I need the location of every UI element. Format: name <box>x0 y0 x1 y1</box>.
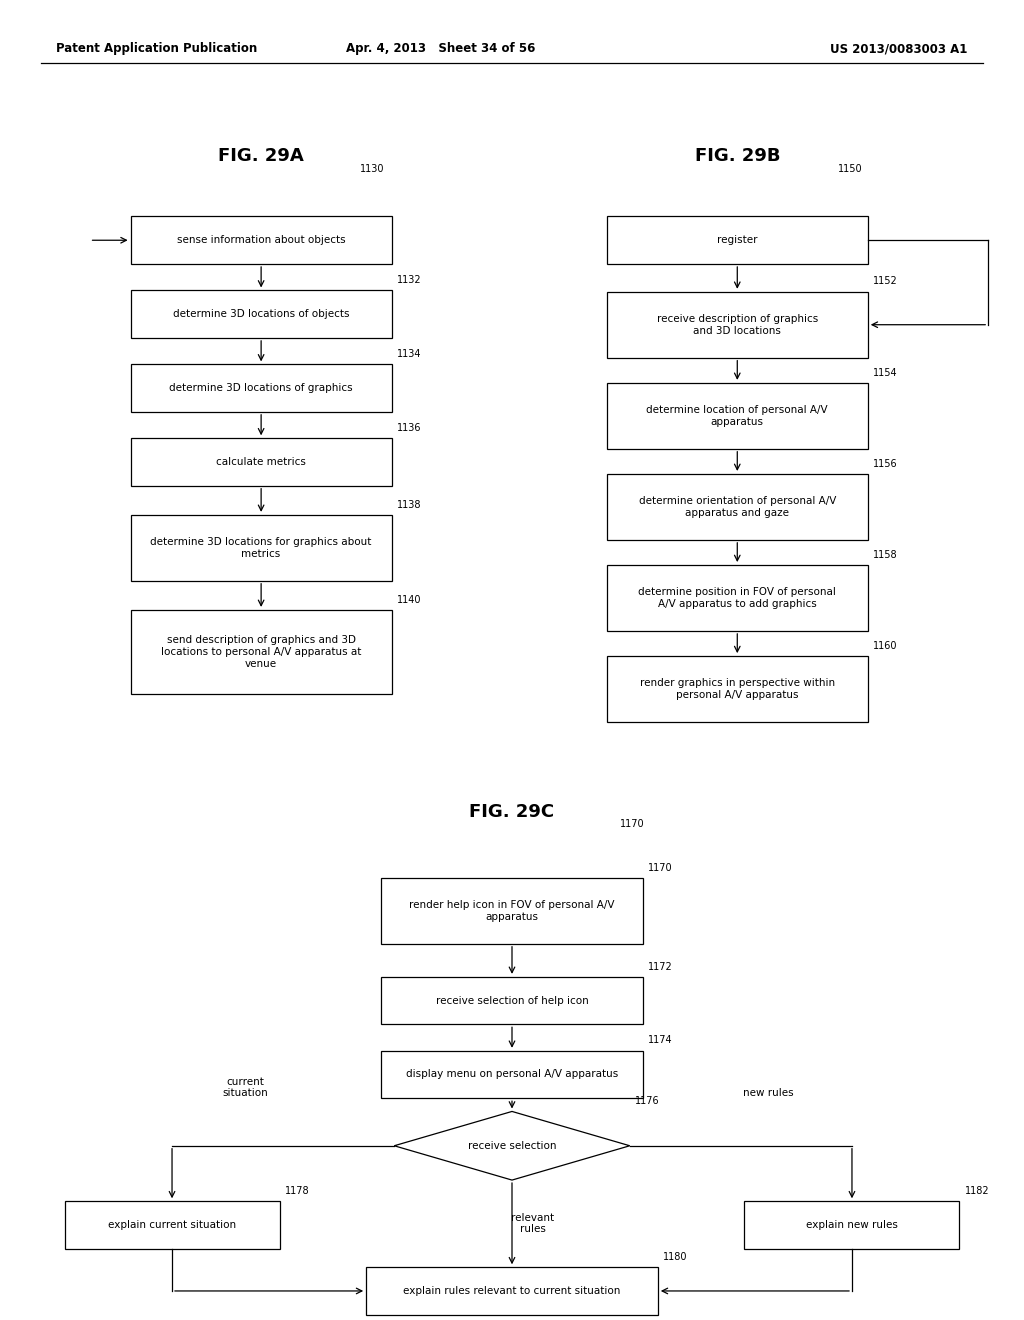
Text: 1140: 1140 <box>397 594 421 605</box>
Text: determine position in FOV of personal
A/V apparatus to add graphics: determine position in FOV of personal A/… <box>638 587 837 609</box>
FancyBboxPatch shape <box>131 610 391 694</box>
FancyBboxPatch shape <box>131 438 391 486</box>
Text: FIG. 29A: FIG. 29A <box>218 147 304 165</box>
Text: render help icon in FOV of personal A/V
apparatus: render help icon in FOV of personal A/V … <box>410 900 614 921</box>
Text: 1160: 1160 <box>872 640 897 651</box>
Text: display menu on personal A/V apparatus: display menu on personal A/V apparatus <box>406 1069 618 1080</box>
Text: 1152: 1152 <box>872 276 898 286</box>
Text: 1138: 1138 <box>397 499 421 510</box>
FancyBboxPatch shape <box>606 383 868 449</box>
Text: explain new rules: explain new rules <box>806 1220 898 1230</box>
Text: 1174: 1174 <box>647 1035 673 1045</box>
FancyBboxPatch shape <box>131 364 391 412</box>
Text: 1150: 1150 <box>838 164 862 174</box>
Text: calculate metrics: calculate metrics <box>216 457 306 467</box>
Text: receive selection of help icon: receive selection of help icon <box>435 995 589 1006</box>
Text: 1180: 1180 <box>664 1251 687 1262</box>
Text: 1130: 1130 <box>360 164 385 174</box>
Text: explain current situation: explain current situation <box>108 1220 237 1230</box>
Text: determine location of personal A/V
apparatus: determine location of personal A/V appar… <box>646 405 828 426</box>
Text: 1170: 1170 <box>620 818 644 829</box>
Text: 1134: 1134 <box>397 348 421 359</box>
Text: register: register <box>717 235 758 246</box>
Text: Patent Application Publication: Patent Application Publication <box>56 42 258 55</box>
Text: 1176: 1176 <box>635 1096 659 1106</box>
Text: new rules: new rules <box>742 1088 794 1098</box>
FancyBboxPatch shape <box>606 474 868 540</box>
Polygon shape <box>394 1111 630 1180</box>
FancyBboxPatch shape <box>381 977 643 1024</box>
Text: FIG. 29C: FIG. 29C <box>469 803 555 821</box>
Text: 1154: 1154 <box>872 367 898 378</box>
Text: relevant
rules: relevant rules <box>511 1213 554 1234</box>
Text: 1178: 1178 <box>285 1185 309 1196</box>
FancyBboxPatch shape <box>131 515 391 581</box>
Text: Apr. 4, 2013   Sheet 34 of 56: Apr. 4, 2013 Sheet 34 of 56 <box>346 42 535 55</box>
Text: determine 3D locations of objects: determine 3D locations of objects <box>173 309 349 319</box>
FancyBboxPatch shape <box>606 292 868 358</box>
Text: 1158: 1158 <box>872 549 898 560</box>
Text: render graphics in perspective within
personal A/V apparatus: render graphics in perspective within pe… <box>640 678 835 700</box>
Text: 1156: 1156 <box>872 458 898 469</box>
FancyBboxPatch shape <box>381 878 643 944</box>
Text: 1172: 1172 <box>647 961 673 972</box>
Text: send description of graphics and 3D
locations to personal A/V apparatus at
venue: send description of graphics and 3D loca… <box>161 635 361 669</box>
Text: current
situation: current situation <box>223 1077 268 1098</box>
FancyBboxPatch shape <box>65 1201 280 1249</box>
Text: receive description of graphics
and 3D locations: receive description of graphics and 3D l… <box>656 314 818 335</box>
FancyBboxPatch shape <box>606 656 868 722</box>
Text: determine orientation of personal A/V
apparatus and gaze: determine orientation of personal A/V ap… <box>639 496 836 517</box>
Text: explain rules relevant to current situation: explain rules relevant to current situat… <box>403 1286 621 1296</box>
Text: sense information about objects: sense information about objects <box>177 235 345 246</box>
Text: FIG. 29B: FIG. 29B <box>694 147 780 165</box>
Text: US 2013/0083003 A1: US 2013/0083003 A1 <box>830 42 968 55</box>
Text: 1170: 1170 <box>647 862 673 873</box>
FancyBboxPatch shape <box>606 216 868 264</box>
FancyBboxPatch shape <box>131 290 391 338</box>
Text: determine 3D locations for graphics about
metrics: determine 3D locations for graphics abou… <box>151 537 372 558</box>
Text: 1136: 1136 <box>397 422 421 433</box>
FancyBboxPatch shape <box>606 565 868 631</box>
FancyBboxPatch shape <box>131 216 391 264</box>
Text: 1182: 1182 <box>965 1185 989 1196</box>
FancyBboxPatch shape <box>744 1201 959 1249</box>
Text: determine 3D locations of graphics: determine 3D locations of graphics <box>169 383 353 393</box>
Text: 1132: 1132 <box>397 275 422 285</box>
FancyBboxPatch shape <box>367 1267 658 1315</box>
FancyBboxPatch shape <box>381 1051 643 1098</box>
Text: receive selection: receive selection <box>468 1140 556 1151</box>
